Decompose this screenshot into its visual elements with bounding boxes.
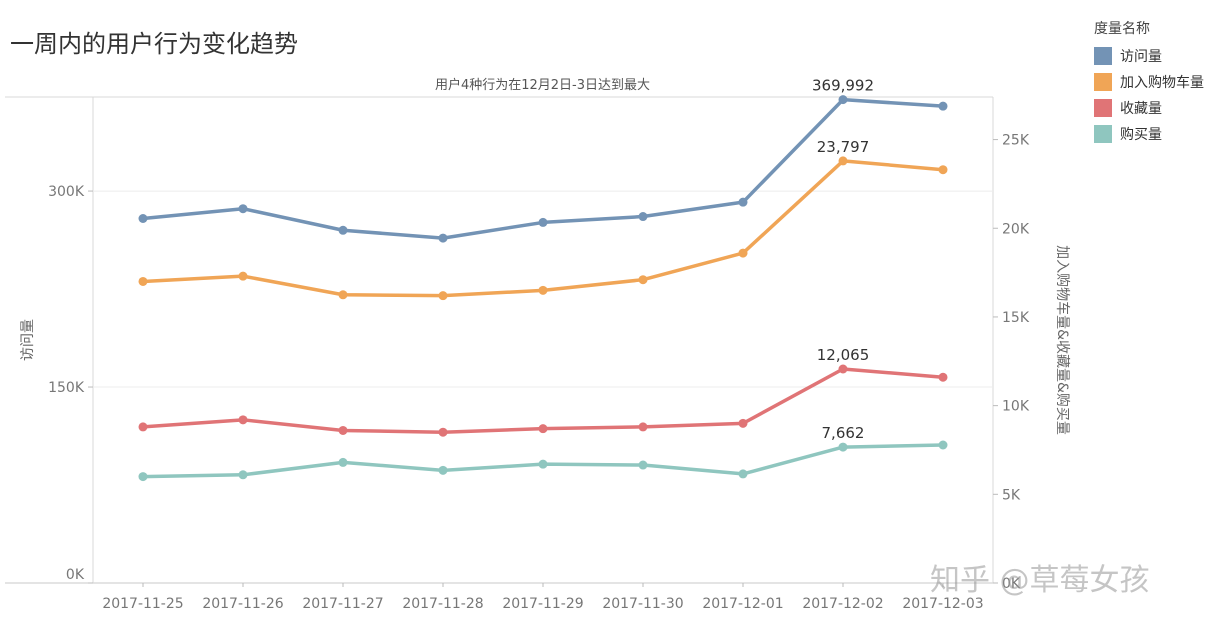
- legend-swatch: [1094, 47, 1112, 65]
- legend-title: 度量名称: [1094, 21, 1150, 37]
- legend-label: 加入购物车量: [1120, 75, 1204, 91]
- legend-item: 访问量: [1094, 43, 1222, 69]
- left-tick-label: 0K: [66, 567, 85, 583]
- left-axis-title: 访问量: [20, 319, 36, 361]
- data-point: [638, 422, 648, 432]
- legend-items: 访问量加入购物车量 收藏量购买量: [1094, 43, 1222, 147]
- legend-label: 访问量: [1120, 49, 1162, 65]
- data-point: [238, 470, 248, 480]
- data-label: 23,797: [817, 138, 870, 156]
- x-tick-label: 2017-11-29: [502, 596, 583, 612]
- chart-subtitle: 用户4种行为在12月2日-3日达到最大: [434, 78, 651, 93]
- data-point: [538, 459, 548, 469]
- data-point: [838, 364, 848, 374]
- data-point: [338, 425, 348, 435]
- series-line-访问量: [141, 97, 945, 240]
- data-point: [738, 418, 748, 428]
- data-point: [338, 290, 348, 300]
- series-line-加入购物车量: [141, 159, 945, 298]
- x-tick-label: 2017-11-27: [302, 596, 383, 612]
- chart-title: 一周内的用户行为变化趋势: [10, 30, 298, 58]
- x-tick-label: 2017-11-30: [602, 596, 683, 612]
- data-point: [438, 233, 448, 243]
- legend-swatch: [1094, 125, 1112, 143]
- data-point: [638, 212, 648, 222]
- legend-item: 购买量: [1094, 121, 1222, 147]
- data-point: [438, 465, 448, 475]
- x-tick-label: 2017-12-01: [702, 596, 783, 612]
- data-point: [538, 424, 548, 434]
- legend-item: 收藏量: [1094, 95, 1222, 121]
- legend-label: 收藏量: [1120, 101, 1162, 117]
- data-label: 7,662: [822, 424, 865, 442]
- right-tick-label: 0K: [1002, 576, 1021, 592]
- data-point: [138, 276, 148, 286]
- legend-label: 购买量: [1120, 127, 1162, 143]
- data-point: [638, 275, 648, 285]
- data-point: [738, 248, 748, 258]
- left-tick-label: 300K: [48, 184, 85, 200]
- data-point: [938, 440, 948, 450]
- right-tick-label: 15K: [1002, 310, 1030, 326]
- data-point: [538, 285, 548, 295]
- data-point: [738, 469, 748, 479]
- data-point: [838, 156, 848, 166]
- data-point: [438, 427, 448, 437]
- data-point: [938, 101, 948, 111]
- data-point: [338, 457, 348, 467]
- data-point: [338, 225, 348, 235]
- data-point: [238, 415, 248, 425]
- data-point: [938, 372, 948, 382]
- data-point: [138, 214, 148, 223]
- right-axis-title: 加入购物车量&收藏量&购买量: [1054, 245, 1071, 435]
- right-tick-label: 25K: [1002, 133, 1030, 149]
- data-point: [138, 472, 148, 482]
- data-point: [238, 271, 248, 281]
- x-tick-label: 2017-12-03: [902, 596, 983, 612]
- data-point: [638, 460, 648, 470]
- left-tick-label: 150K: [48, 380, 85, 396]
- data-point: [538, 217, 548, 227]
- data-point: [238, 204, 248, 214]
- legend-item: 加入购物车量: [1094, 69, 1222, 95]
- data-point: [738, 197, 748, 207]
- right-tick-label: 10K: [1002, 399, 1030, 415]
- x-tick-label: 2017-11-26: [202, 596, 283, 612]
- data-point: [938, 165, 948, 175]
- data-point: [838, 442, 848, 452]
- right-tick-label: 5K: [1002, 487, 1021, 503]
- watermark: 知乎 @草莓女孩: [930, 563, 1150, 598]
- x-tick-label: 2017-12-02: [802, 596, 883, 612]
- legend-swatch: [1094, 73, 1112, 91]
- x-tick-label: 2017-11-28: [402, 596, 483, 612]
- series-line-收藏量: [141, 367, 945, 434]
- data-point: [438, 291, 448, 301]
- right-tick-label: 20K: [1002, 221, 1030, 237]
- data-point: [138, 422, 148, 432]
- legend: 度量名称 访问量加入购物车量 收藏量购买量: [1094, 18, 1222, 147]
- data-label: 12,065: [817, 346, 870, 364]
- data-point: [838, 95, 848, 105]
- x-tick-label: 2017-11-25: [102, 596, 183, 612]
- data-label: 369,992: [812, 77, 874, 95]
- legend-swatch: [1094, 99, 1112, 117]
